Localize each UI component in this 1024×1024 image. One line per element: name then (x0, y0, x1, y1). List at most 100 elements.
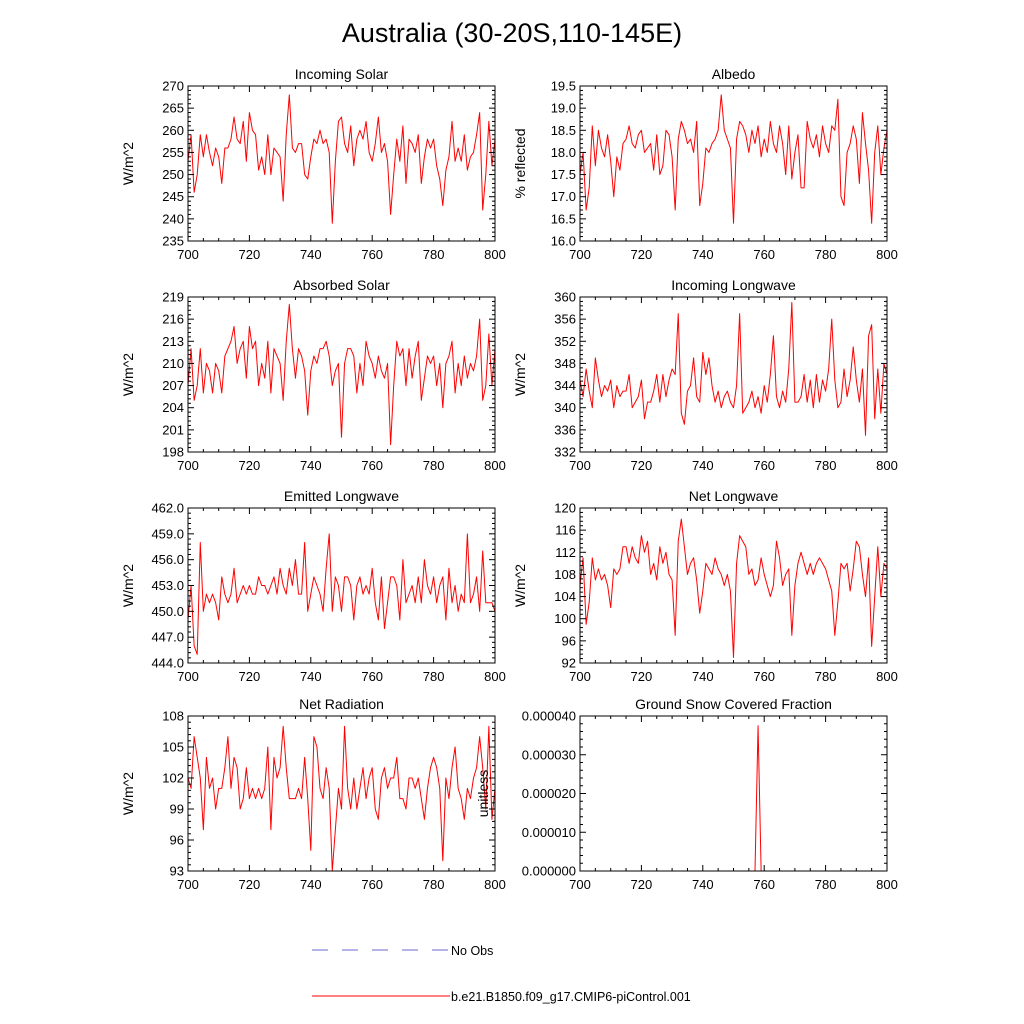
y-tick-label: 356 (554, 312, 576, 327)
y-tick-label: 16.5 (551, 211, 576, 226)
y-tick-label: 462.0 (151, 501, 184, 516)
y-tick-label: 207 (162, 378, 184, 393)
y-tick-label: 108 (162, 709, 184, 724)
x-tick-label: 700 (569, 877, 591, 892)
y-tick-label: 213 (162, 334, 184, 349)
x-tick-label: 700 (177, 877, 199, 892)
y-tick-label: 219 (162, 290, 184, 305)
y-tick-label: 19.0 (551, 101, 576, 116)
x-tick-label: 760 (361, 247, 383, 262)
x-tick-label: 740 (300, 458, 322, 473)
y-tick-label: 459.0 (151, 526, 184, 541)
y-tick-label: 245 (162, 189, 184, 204)
y-tick-label: 447.0 (151, 630, 184, 645)
y-tick-label: 93 (170, 864, 184, 879)
y-tick-label: 102 (162, 771, 184, 786)
y-tick-label: 352 (554, 334, 576, 349)
x-tick-label: 740 (692, 669, 714, 684)
panel-title-emitted-longwave: Emitted Longwave (284, 488, 399, 504)
x-tick-label: 740 (692, 247, 714, 262)
y-axis-label: W/m^2 (120, 142, 136, 185)
series-line-ground-snow-covered-fraction (580, 725, 887, 872)
x-tick-label: 720 (631, 877, 653, 892)
series-line-net-radiation (187, 725, 496, 872)
series-line-absorbed-solar (187, 303, 496, 446)
y-tick-label: 456.0 (151, 552, 184, 567)
legend-label-obs: No Obs (451, 944, 493, 958)
chart-ground-snow-covered-fraction: 700 720 740 760 780 800 0.000000 0.000010 0.0000… (475, 696, 898, 892)
y-tick-label: 348 (554, 356, 576, 371)
y-tick-label: 96 (562, 633, 576, 648)
x-tick-label: 780 (815, 877, 837, 892)
panel-title-net-longwave: Net Longwave (689, 488, 779, 504)
plot-frame (187, 507, 496, 664)
x-tick-label: 780 (423, 669, 445, 684)
y-tick-label: 18.5 (551, 123, 576, 138)
y-tick-label: 444.0 (151, 656, 184, 671)
x-tick-label: 800 (484, 247, 506, 262)
x-tick-label: 720 (239, 877, 261, 892)
chart-absorbed-solar: 700 720 740 760 780 800 198 201 204 207 210 213 216 2… (120, 277, 506, 473)
y-tick-label: 270 (162, 79, 184, 94)
y-tick-label: 0.000020 (522, 786, 576, 801)
y-axis-label: unitless (475, 770, 491, 817)
plot-frame (187, 85, 496, 242)
y-axis-label: W/m^2 (120, 353, 136, 396)
panel-title-incoming-longwave: Incoming Longwave (671, 277, 796, 293)
y-axis-label: W/m^2 (512, 564, 528, 607)
y-tick-label: 108 (554, 567, 576, 582)
chart-net-radiation: 700 720 740 760 780 800 93 96 99 102 105 108 Net Rad… (120, 696, 506, 892)
x-tick-label: 760 (753, 247, 775, 262)
y-tick-label: 16.0 (551, 234, 576, 249)
y-tick-label: 204 (162, 400, 184, 415)
panel-title-ground-snow-covered-fraction: Ground Snow Covered Fraction (635, 696, 832, 712)
x-tick-label: 800 (876, 669, 898, 684)
y-tick-label: 450.0 (151, 604, 184, 619)
x-tick-label: 720 (239, 458, 261, 473)
y-axis-label: W/m^2 (120, 772, 136, 815)
x-tick-label: 780 (815, 247, 837, 262)
series-line-emitted-longwave (187, 533, 496, 655)
series-line-incoming-solar (187, 94, 496, 224)
legend: No Obs b.e21.B1850.f09_g17.CMIP6-piContr… (312, 944, 691, 1004)
y-tick-label: 100 (554, 611, 576, 626)
y-tick-label: 198 (162, 445, 184, 460)
y-tick-label: 235 (162, 234, 184, 249)
x-tick-label: 800 (876, 458, 898, 473)
y-tick-label: 201 (162, 422, 184, 437)
x-tick-label: 720 (239, 669, 261, 684)
chart-incoming-solar: 700 720 740 760 780 800 235 240 245 250 255 260 265 2… (120, 66, 506, 262)
y-axis-label: W/m^2 (120, 564, 136, 607)
y-tick-label: 250 (162, 167, 184, 182)
y-tick-label: 265 (162, 101, 184, 116)
y-tick-label: 0.000030 (522, 747, 576, 762)
y-tick-label: 340 (554, 400, 576, 415)
x-tick-label: 800 (876, 247, 898, 262)
x-tick-label: 780 (423, 458, 445, 473)
y-tick-label: 344 (554, 378, 576, 393)
panel-title-net-radiation: Net Radiation (299, 696, 384, 712)
plot-frame (579, 715, 888, 872)
x-tick-label: 760 (361, 877, 383, 892)
x-tick-label: 720 (631, 247, 653, 262)
y-tick-label: 0.000010 (522, 825, 576, 840)
series-line-incoming-longwave (579, 302, 888, 436)
y-tick-label: 332 (554, 445, 576, 460)
y-axis-label: W/m^2 (512, 353, 528, 396)
y-tick-label: 0.000000 (522, 864, 576, 879)
y-tick-label: 210 (162, 356, 184, 371)
series-line-net-longwave (579, 518, 888, 658)
y-axis-label: % reflected (512, 128, 528, 198)
x-tick-label: 700 (569, 247, 591, 262)
chart-albedo: 700 720 740 760 780 800 16.0 16.5 17.0 17.5 18.0 18… (512, 66, 898, 262)
panel-title-incoming-solar: Incoming Solar (295, 66, 389, 82)
x-tick-label: 780 (423, 877, 445, 892)
page-title: Australia (30-20S,110-145E) (342, 18, 682, 48)
y-tick-label: 112 (555, 545, 576, 560)
y-tick-label: 18.0 (551, 145, 576, 160)
y-tick-label: 92 (562, 656, 576, 671)
y-tick-label: 17.0 (551, 189, 576, 204)
plot-frame (187, 715, 496, 872)
y-tick-label: 0.000040 (522, 709, 576, 724)
